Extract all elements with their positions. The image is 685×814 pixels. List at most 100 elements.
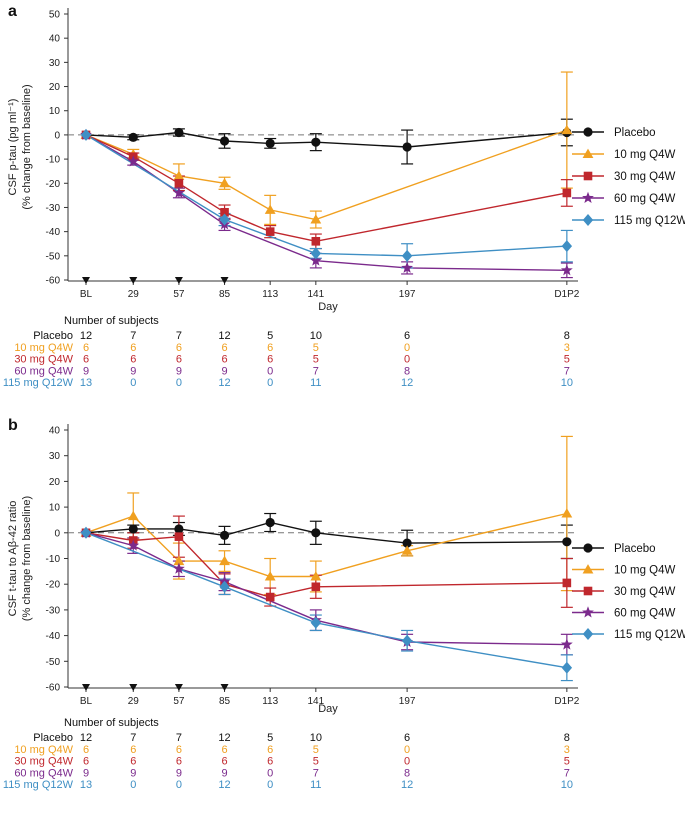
data-point [560, 264, 573, 276]
table-cell: 0 [404, 342, 410, 354]
x-tick-label: 113 [262, 696, 278, 707]
panel-label: b [8, 417, 18, 434]
data-point [310, 214, 322, 224]
data-point [265, 138, 275, 148]
x-tick-label: 57 [173, 289, 185, 300]
y-axis-label-secondary: (% change from baseline) [21, 496, 33, 621]
series-10-mg-q4w [85, 71, 573, 229]
table-cell: 6 [83, 342, 89, 354]
table-cell: 7 [130, 330, 136, 342]
table-cell: 5 [313, 756, 319, 768]
legend: Placebo 10 mg Q4W 30 mg Q4W 60 mg Q4W 115 mg… [572, 543, 685, 641]
legend-item-30-mg-q4w: 30 mg Q4W [572, 171, 675, 183]
data-point [265, 517, 275, 528]
legend-item-115-mg-q12w: 115 mg Q12W [572, 214, 685, 227]
dose-marker [220, 277, 229, 284]
table-cell: 0 [130, 377, 136, 389]
data-point [219, 555, 230, 566]
y-tick-label: -20 [46, 580, 61, 591]
table-cell: 0 [267, 767, 273, 779]
panel-label: a [8, 3, 17, 20]
data-point [562, 537, 572, 547]
markers-placebo [81, 127, 572, 152]
legend-item-placebo: Placebo [572, 543, 656, 555]
table-cell: 11 [310, 377, 321, 389]
legend-item-30-mg-q4w: 30 mg Q4W [572, 586, 675, 598]
y-tick-label: 40 [49, 34, 61, 45]
legend-label: 30 mg Q4W [614, 171, 675, 183]
data-point [127, 155, 140, 167]
table-row: 60 mg Q4W 9 9 9 9 0 7 8 7 [14, 767, 570, 779]
data-point [220, 207, 229, 217]
table-cell: 0 [267, 779, 273, 791]
markers-10-mg-q4w [80, 124, 573, 224]
subjects-table-title: Number of subjects [64, 717, 159, 729]
legend-item-10-mg-q4w: 10 mg Q4W [572, 148, 675, 161]
table-cell: 8 [564, 732, 570, 744]
table-cell: 9 [221, 365, 227, 377]
data-point [562, 188, 572, 198]
row-label: 115 mg Q12W [3, 377, 74, 389]
legend: Placebo 10 mg Q4W 30 mg Q4W 60 mg Q4W 115 mg… [572, 127, 685, 227]
table-cell: 12 [401, 779, 413, 791]
data-point [561, 508, 573, 518]
x-tick-label: BL [80, 696, 93, 707]
table-cell: 6 [404, 330, 410, 342]
series-line [85, 129, 568, 221]
data-point [311, 137, 321, 147]
legend-label: Placebo [614, 543, 656, 555]
data-point [401, 249, 413, 262]
data-point [401, 634, 413, 647]
table-cell: 5 [564, 354, 570, 366]
data-point [127, 539, 140, 551]
y-tick-label: 30 [49, 58, 61, 69]
table-cell: 9 [83, 767, 89, 779]
series-line [85, 521, 567, 544]
data-point [402, 538, 412, 548]
y-tick-label: -60 [46, 276, 61, 287]
table-row: 115 mg Q12W 13 0 0 12 0 11 12 10 [3, 377, 573, 389]
data-point [174, 532, 184, 541]
y-tick-label: 20 [49, 82, 61, 93]
legend-label: Placebo [614, 127, 656, 139]
legend-marker [583, 171, 593, 181]
table-cell: 7 [176, 732, 182, 744]
y-tick-label: -10 [46, 155, 61, 166]
legend-item-115-mg-q12w: 115 mg Q12W [572, 628, 685, 641]
table-row: 10 mg Q4W 6 6 6 6 6 5 0 3 [14, 744, 570, 756]
data-point [560, 638, 573, 650]
y-axis-label: CSF p-tau (pg ml⁻¹) [7, 99, 19, 196]
y-tick-label: 30 [49, 451, 61, 462]
data-point [311, 528, 321, 538]
table-cell: 9 [176, 767, 182, 779]
legend-item-60-mg-q4w: 60 mg Q4W [572, 606, 675, 620]
table-cell: 6 [267, 342, 273, 354]
x-tick-label: BL [80, 289, 93, 300]
dose-marker [129, 277, 138, 284]
data-point [265, 592, 275, 602]
table-cell: 13 [80, 779, 92, 791]
data-point [311, 582, 321, 592]
table-row: 10 mg Q4W 6 6 6 6 6 5 0 3 [14, 342, 570, 354]
legend-item-10-mg-q4w: 10 mg Q4W [572, 564, 675, 577]
legend-label: 115 mg Q12W [614, 215, 685, 227]
table-cell: 3 [564, 744, 570, 756]
data-point [219, 177, 230, 188]
table-row: Placebo 12 7 7 12 5 10 6 8 [33, 330, 570, 342]
series-10-mg-q4w [85, 435, 573, 596]
legend-label: 60 mg Q4W [614, 608, 675, 620]
table-cell: 9 [221, 767, 227, 779]
table-cell: 6 [83, 756, 89, 768]
y-tick-label: 50 [49, 10, 61, 21]
table-cell: 7 [564, 365, 570, 377]
table-cell: 0 [176, 377, 182, 389]
table-cell: 0 [404, 354, 410, 366]
y-axis-label: CSF t-tau to Aβ-42 ratio [7, 501, 19, 617]
data-point [174, 127, 184, 138]
table-cell: 6 [130, 744, 136, 756]
table-cell: 9 [130, 365, 136, 377]
data-point [310, 616, 322, 629]
